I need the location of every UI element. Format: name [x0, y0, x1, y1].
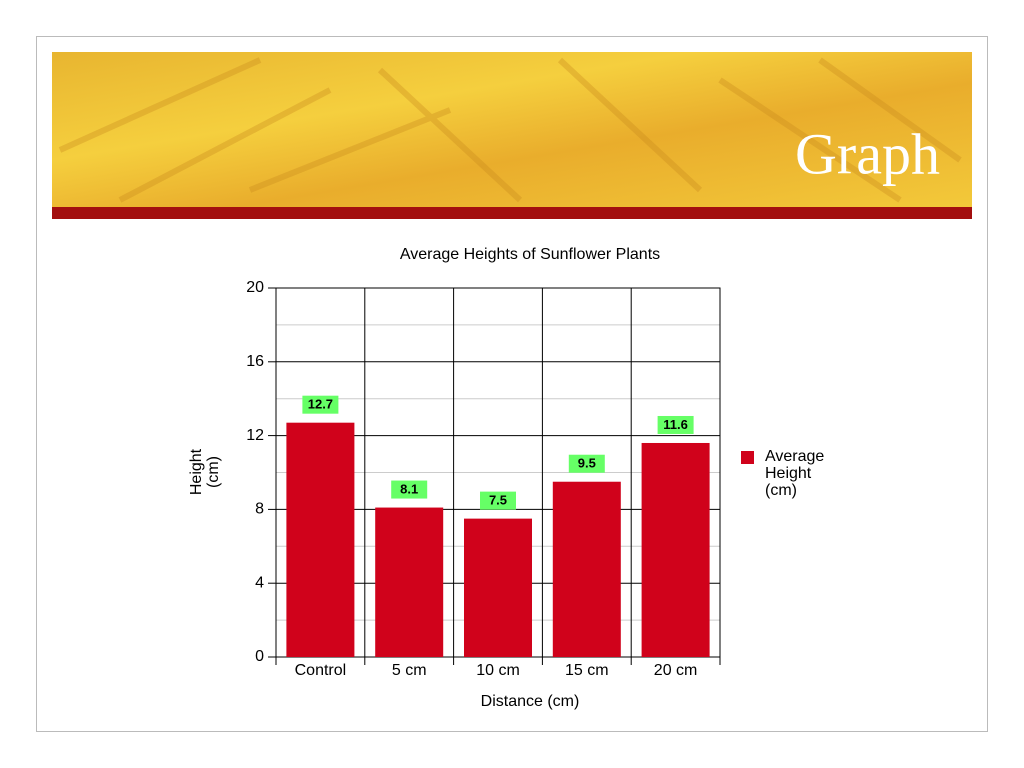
legend-swatch	[741, 451, 754, 464]
x-tick-label: 15 cm	[565, 662, 609, 679]
y-tick-label: 12	[246, 427, 264, 444]
y-tick-label: 20	[246, 279, 264, 296]
legend-label: Average Height (cm)	[765, 448, 825, 499]
value-label-box	[480, 491, 516, 510]
y-tick-label: 4	[255, 574, 264, 591]
value-label: 9.5	[578, 456, 596, 471]
y-tick-label: 0	[255, 648, 264, 665]
value-label-box	[568, 454, 605, 473]
value-label: 7.5	[489, 493, 507, 508]
bar	[375, 507, 444, 657]
bar	[641, 442, 710, 657]
value-label: 8.1	[400, 481, 418, 496]
y-tick-label: 16	[246, 353, 264, 370]
x-tick-label: 20 cm	[654, 662, 698, 679]
value-label-box	[657, 415, 694, 434]
value-label-box	[391, 480, 428, 499]
banner-texture	[58, 57, 962, 203]
bar	[552, 481, 621, 657]
bar	[286, 422, 355, 657]
value-label: 12.7	[308, 397, 333, 412]
header-banner	[52, 52, 972, 207]
bar	[464, 518, 532, 657]
x-tick-label: 10 cm	[476, 662, 520, 679]
value-label: 11.6	[663, 417, 688, 432]
y-axis-label: Height (cm)	[188, 448, 222, 496]
x-tick-label: 5 cm	[392, 662, 427, 679]
y-tick-label: 8	[255, 501, 264, 518]
header-rule	[52, 207, 972, 219]
value-label-box	[302, 395, 339, 414]
slide-title: Graph	[795, 121, 940, 186]
x-axis-label: Distance (cm)	[481, 693, 580, 710]
chart-title: Average Heights of Sunflower Plants	[400, 246, 660, 263]
x-tick-label: Control	[295, 662, 347, 679]
